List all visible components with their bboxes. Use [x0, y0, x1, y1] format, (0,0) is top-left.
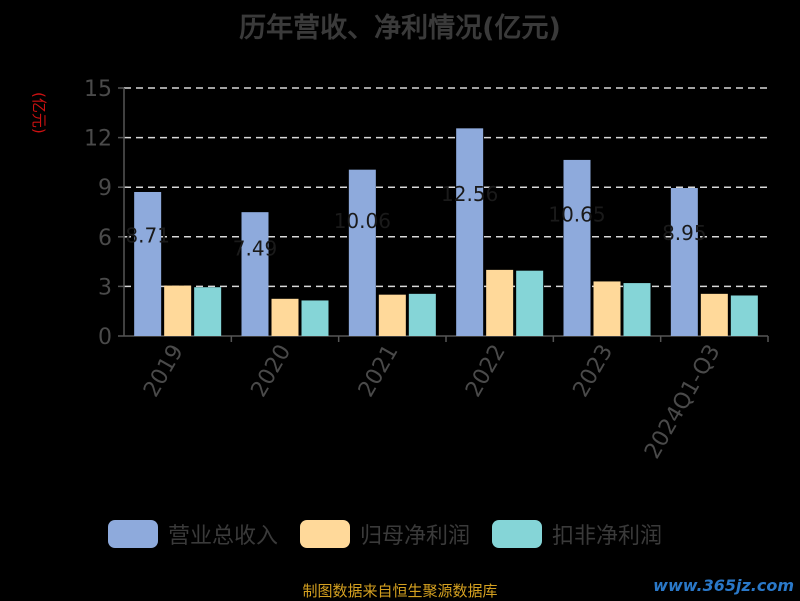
x-tick-label: 2021 [354, 341, 404, 402]
data-label: 12.56 [441, 182, 498, 206]
bar [486, 269, 514, 336]
y-tick-label: 9 [98, 176, 112, 201]
bar [670, 188, 698, 336]
legend-label-net-profit: 归母净利润 [360, 524, 471, 549]
data-label: 10.65 [548, 203, 605, 227]
bar [623, 283, 651, 336]
legend-item-deducted-profit[interactable]: 扣非净利润 [492, 518, 662, 550]
bar [456, 128, 484, 336]
bar [164, 285, 192, 336]
x-tick-label: 2020 [247, 341, 297, 402]
bar [700, 293, 728, 336]
data-label: 8.95 [662, 221, 707, 245]
y-tick-label: 6 [98, 226, 112, 251]
x-tick-label: 2019 [139, 341, 189, 402]
legend-label-deducted-profit: 扣非净利润 [552, 524, 663, 549]
bar [241, 212, 269, 336]
x-tick-label: 2023 [569, 341, 619, 402]
legend-item-net-profit[interactable]: 归母净利润 [300, 518, 470, 550]
watermark-logo: www.365jz.com [653, 576, 794, 595]
bar [593, 281, 621, 336]
legend-swatch-revenue [108, 520, 158, 548]
bar [134, 191, 162, 336]
data-label: 10.06 [334, 209, 391, 233]
bar [408, 293, 436, 336]
legend-label-revenue: 营业总收入 [168, 524, 279, 549]
chart-title: 历年营收、净利情况(亿元) [239, 13, 561, 44]
legend: 营业总收入 归母净利润 扣非净利润 [108, 518, 662, 550]
bar [378, 294, 406, 336]
y-tick-label: 3 [98, 275, 112, 300]
legend-swatch-net-profit [300, 520, 351, 548]
x-tick-label: 2024Q1-Q3 [640, 341, 725, 464]
bar [563, 159, 591, 336]
y-tick-label: 0 [98, 325, 112, 350]
bar [194, 287, 222, 336]
y-tick-label: 12 [84, 127, 112, 152]
bar [271, 298, 299, 336]
bar [348, 169, 376, 336]
legend-swatch-deducted-profit [492, 520, 543, 548]
data-label: 7.49 [233, 237, 278, 261]
bar [301, 300, 329, 336]
y-tick-label: 15 [84, 77, 112, 102]
bar [516, 270, 544, 336]
bar [730, 295, 758, 336]
data-source-footer: 制图数据来自恒生聚源数据库 [302, 582, 498, 600]
legend-item-revenue[interactable]: 营业总收入 [108, 518, 278, 550]
x-tick-label: 2022 [461, 340, 511, 401]
data-label: 8.71 [125, 223, 170, 247]
